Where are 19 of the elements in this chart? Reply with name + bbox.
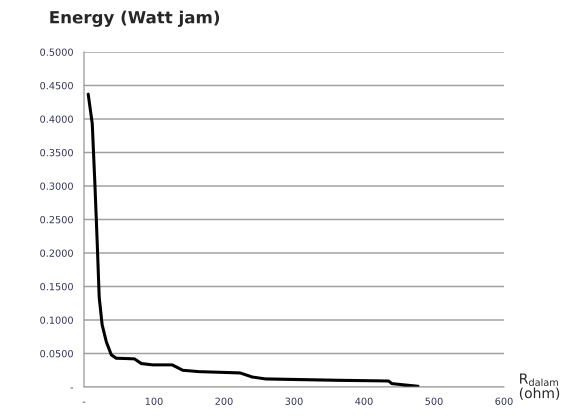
y-tick-label: 0.4000 xyxy=(40,115,73,123)
y-tick-label: 0.3500 xyxy=(40,148,73,156)
y-tick-label: 0.2000 xyxy=(40,249,73,257)
y-tick-label: 0.0500 xyxy=(40,350,73,358)
y-tick-label: 0.5000 xyxy=(40,48,73,56)
y-tick-label: 0.4500 xyxy=(40,82,73,90)
x-tick-label: 300 xyxy=(285,398,303,405)
y-tick-label: 0.3000 xyxy=(40,182,73,190)
y-tick-label: 0.1500 xyxy=(40,282,73,290)
x-tick-label: 600 xyxy=(495,398,513,405)
x-tick-label: 100 xyxy=(146,398,163,405)
x-tick-label: 200 xyxy=(215,398,233,405)
y-tick-label: 0.2500 xyxy=(40,216,73,224)
line-series xyxy=(86,92,420,387)
chart-title: Energy (Watt jam) xyxy=(50,10,220,27)
y-tick-label: 0.1000 xyxy=(40,316,73,324)
x-tick-label: 400 xyxy=(355,398,373,405)
x-tick-label: 500 xyxy=(425,398,443,405)
x-axis-title: R$_{dalam}$ (ohm) xyxy=(520,373,560,400)
